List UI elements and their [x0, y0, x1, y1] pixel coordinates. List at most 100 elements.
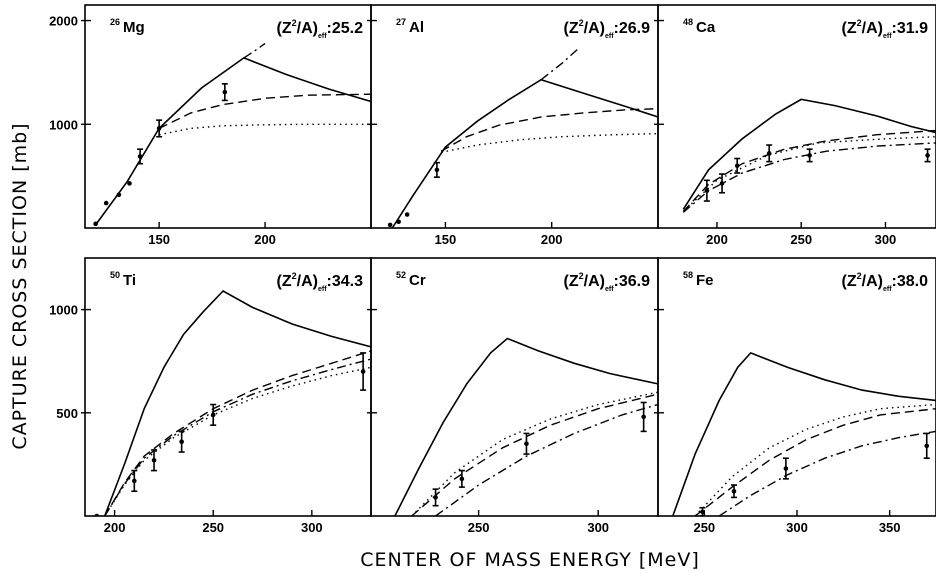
y-tick-label: 1000: [49, 117, 78, 132]
zeff-symbol-part: (Z: [277, 273, 292, 290]
x-tick-label: 200: [104, 520, 126, 535]
nucleus-label: 52 Cr: [396, 270, 426, 289]
series-dotted-line: [441, 132, 658, 153]
zeff-symbol-part: /A): [297, 273, 318, 290]
zeff-symbol-part: eff: [883, 286, 892, 293]
y-axis-title: CAPTURE CROSS SECTION [mb]: [9, 122, 31, 449]
series-dotted-line: [694, 403, 936, 516]
series-dashdot-line: [104, 358, 371, 516]
series-solid-line: [391, 78, 658, 228]
nucleus-mass: 26: [110, 17, 120, 27]
nucleus-mass: 52: [396, 270, 406, 280]
panel-frame: [657, 4, 936, 229]
panel-fe: 250 300 350 58 Fe (Z2/A)eff:38.0: [654, 257, 936, 535]
zeff-symbol-part: 2: [857, 271, 862, 281]
zeff-symbol-part: (Z: [277, 20, 292, 37]
zeff-symbol-part: 2: [292, 271, 297, 281]
zeff-symbol-part: (Z: [842, 20, 857, 37]
x-tick-label: 250: [693, 520, 715, 535]
zeff-value: 38.0: [897, 273, 928, 290]
nucleus-symbol: Fe: [696, 272, 714, 289]
data-point: [116, 192, 122, 198]
zeff-symbol-part: :: [327, 273, 332, 290]
panel-cr: 250 300 52 Cr (Z2/A)eff:36.9: [367, 257, 659, 535]
zeff-label: (Z2/A)eff:36.9: [564, 271, 651, 293]
series-dashdot-line: [435, 403, 658, 516]
x-axis-title: CENTER OF MASS ENERGY [MeV]: [360, 549, 700, 571]
series-dashdot-line: [718, 430, 936, 516]
zeff-symbol-part: :: [327, 20, 332, 37]
series-dashed-line: [158, 93, 371, 130]
data-point: [396, 219, 401, 225]
series-dashed-line: [682, 129, 936, 212]
x-tick-label: 300: [587, 520, 609, 535]
nucleus-mass: 27: [396, 17, 406, 27]
zeff-symbol-part: /A): [862, 273, 883, 290]
zeff-symbol-part: (Z: [842, 273, 857, 290]
nucleus-symbol: Mg: [123, 19, 145, 36]
x-tick-label: 250: [790, 232, 812, 247]
panel-mg: 150 200 1000 2000 26 Mg (Z2/A)eff:25.2: [49, 4, 372, 247]
zeff-label: (Z2/A)eff:26.9: [564, 18, 651, 40]
zeff-symbol-part: eff: [318, 286, 327, 293]
plot-area: [682, 98, 936, 213]
nucleus-label: 27 Al: [396, 17, 424, 36]
zeff-value: 34.3: [332, 273, 363, 290]
zeff-symbol-part: :: [892, 20, 897, 37]
nucleus-mass: 58: [683, 270, 693, 280]
panel-al: 150 200 27 Al (Z2/A)eff:26.9: [367, 4, 659, 247]
x-tick-label: 200: [541, 232, 563, 247]
zeff-value: 26.9: [619, 20, 650, 37]
zeff-label: (Z2/A)eff:31.9: [842, 18, 929, 40]
zeff-label: (Z2/A)eff:25.2: [277, 18, 364, 40]
series-solid-line: [394, 337, 658, 516]
x-tick-label: 150: [435, 232, 457, 247]
nucleus-symbol: Ti: [123, 272, 136, 289]
panel-ca: 200 250 300 48 Ca (Z2/A)eff:31.9: [654, 4, 936, 247]
zeff-symbol-part: 2: [579, 271, 584, 281]
panel-frame: [657, 257, 936, 517]
series-dotted-line: [158, 123, 371, 136]
plot-area: [93, 42, 371, 227]
data-point: [93, 221, 98, 227]
x-tick-label: 250: [202, 520, 224, 535]
plot-area: [387, 49, 658, 228]
x-tick-label: 300: [301, 520, 323, 535]
zeff-symbol-part: :: [614, 20, 619, 37]
zeff-symbol-part: /A): [862, 20, 883, 37]
nucleus-label: 48 Ca: [683, 17, 716, 36]
zeff-symbol-part: eff: [318, 33, 327, 40]
zeff-symbol-part: :: [614, 273, 619, 290]
x-tick-label: 350: [879, 520, 901, 535]
series-dashdot-line: [243, 42, 266, 59]
plot-area: [94, 290, 371, 516]
series-solid-line: [682, 98, 936, 210]
nucleus-label: 58 Fe: [683, 270, 714, 289]
nucleus-mass: 50: [110, 270, 120, 280]
series-solid-line: [672, 351, 936, 516]
series-solid-line: [94, 56, 371, 226]
y-tick-label: 1000: [49, 303, 78, 318]
zeff-label: (Z2/A)eff:34.3: [277, 271, 364, 293]
panel-frame: [84, 4, 372, 229]
x-tick-label: 200: [254, 232, 276, 247]
nucleus-label: 50 Ti: [110, 270, 136, 289]
series-dotted-line: [104, 366, 371, 516]
nucleus-symbol: Cr: [409, 272, 426, 289]
zeff-symbol-part: /A): [297, 20, 318, 37]
zeff-symbol-part: /A): [584, 273, 605, 290]
series-dashed-line: [694, 408, 936, 516]
data-point: [404, 212, 410, 217]
data-point: [127, 181, 132, 186]
zeff-symbol-part: (Z: [564, 20, 579, 37]
zeff-symbol-part: 2: [857, 18, 862, 28]
zeff-value: 25.2: [332, 20, 363, 37]
y-tick-label: 2000: [49, 14, 78, 29]
zeff-symbol-part: 2: [292, 18, 297, 28]
zeff-symbol-part: 2: [579, 18, 584, 28]
series-dashed-line: [440, 108, 658, 152]
zeff-symbol-part: :: [892, 273, 897, 290]
